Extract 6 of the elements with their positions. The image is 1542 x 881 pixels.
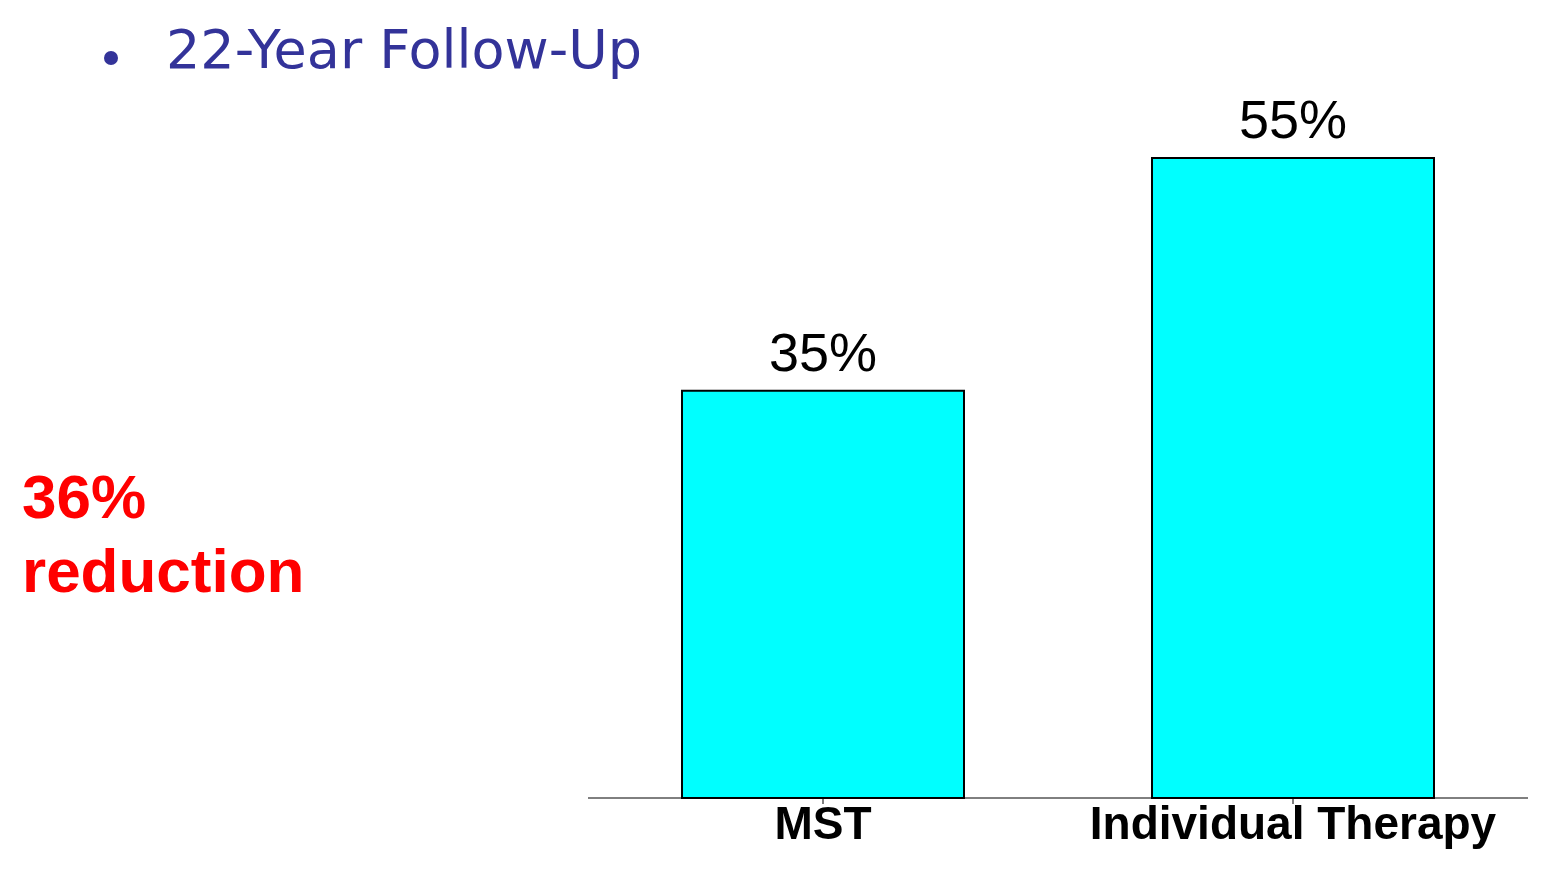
x-tick-label: Individual Therapy	[1089, 796, 1497, 849]
data-label: 55%	[1238, 89, 1348, 149]
data-label: 35%	[768, 321, 878, 382]
text: 36% reduction	[22, 461, 306, 608]
chart-title: 22-Year Follow-Up	[166, 18, 642, 81]
x-tick-label: MST	[774, 796, 872, 849]
